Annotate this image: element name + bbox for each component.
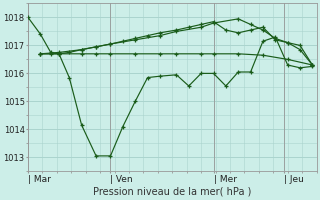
X-axis label: Pression niveau de la mer( hPa ): Pression niveau de la mer( hPa ) [93,187,252,197]
